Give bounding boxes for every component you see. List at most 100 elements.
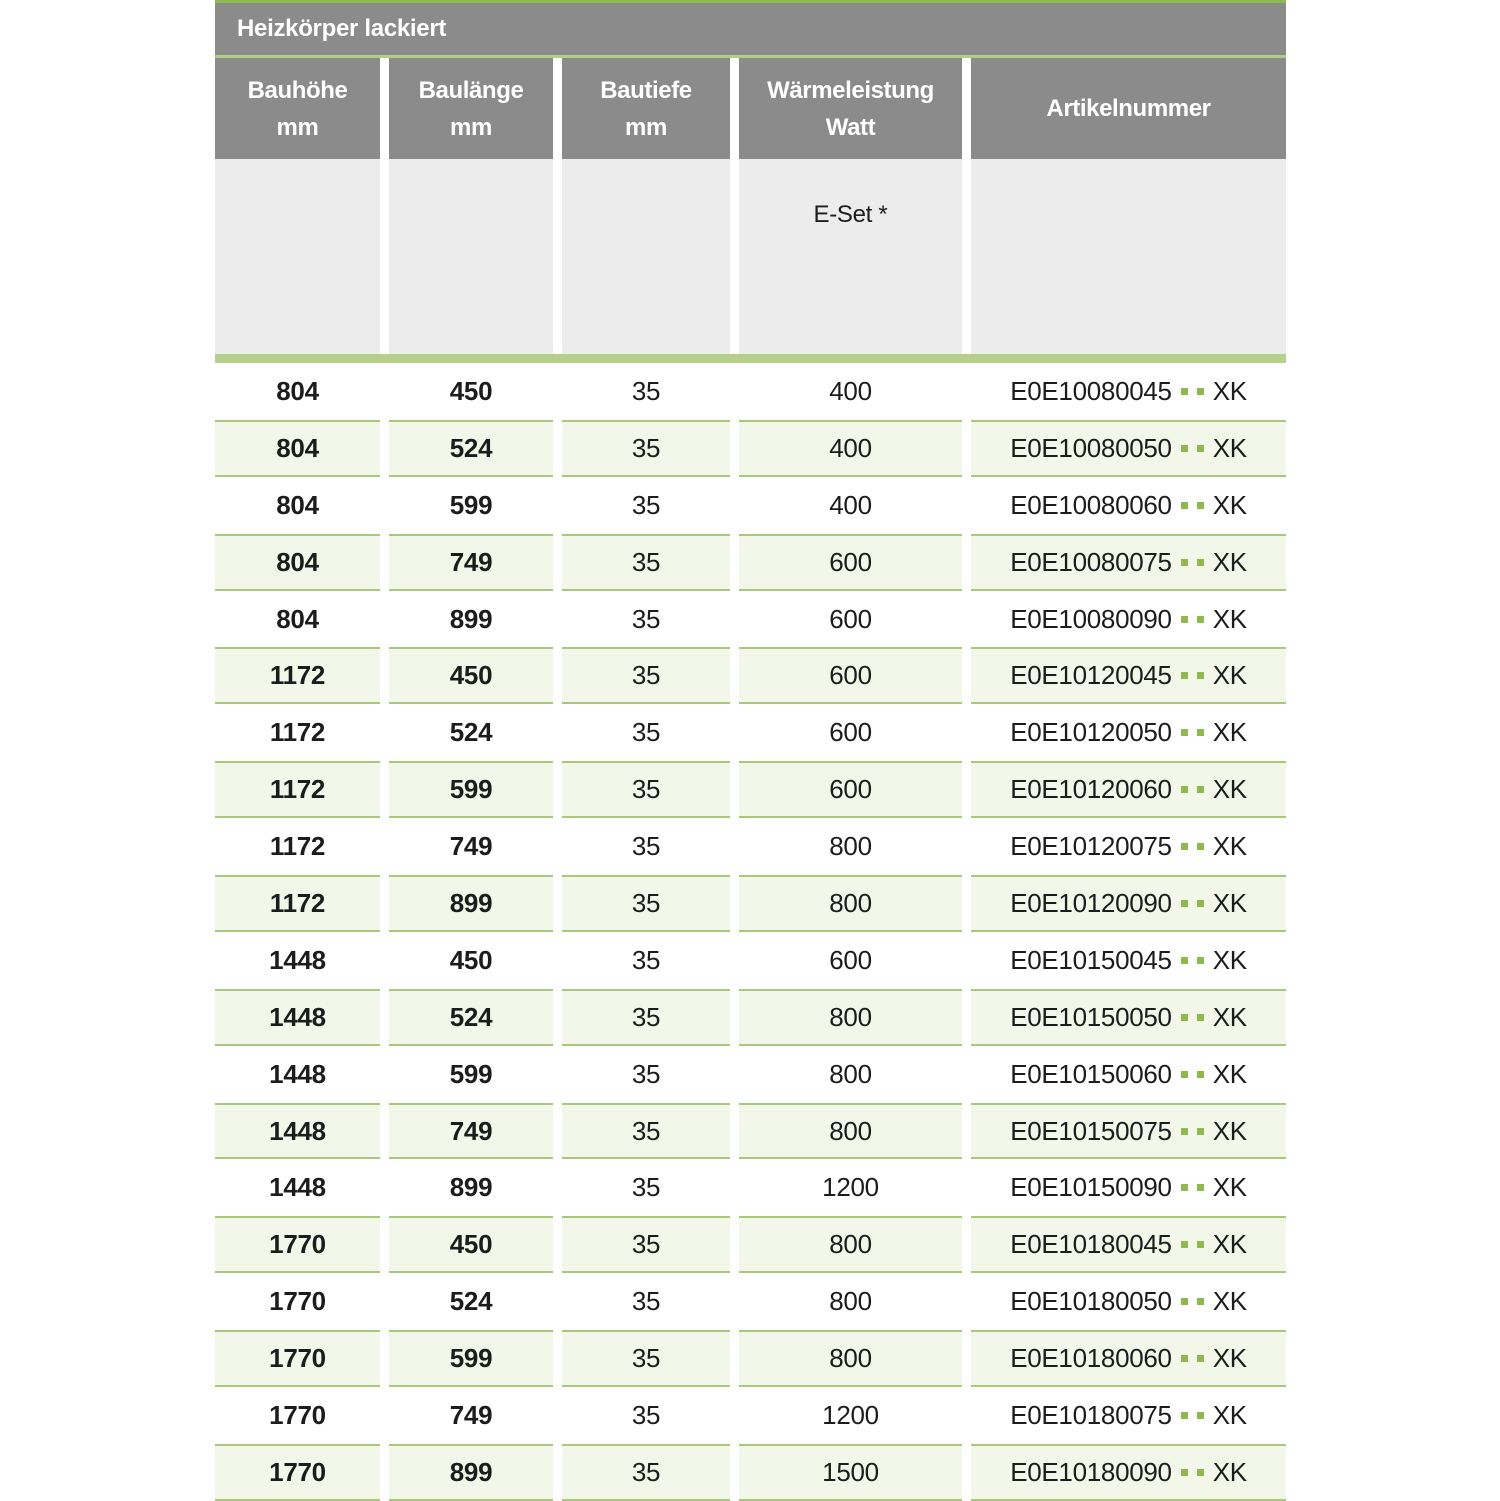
artikelnummer-prefix: E0E10120060 bbox=[1010, 774, 1172, 805]
column-header-label: Artikelnummer bbox=[1046, 95, 1211, 122]
artikelnummer-suffix: XK bbox=[1212, 1343, 1247, 1374]
cell-baulaenge: 450 bbox=[389, 647, 553, 705]
cell-artikelnummer: E0E10120060 XK bbox=[971, 761, 1286, 819]
cell-artikelnummer: E0E10120045 XK bbox=[971, 647, 1286, 705]
subheader-cell-baulaenge bbox=[389, 159, 553, 354]
cell-artikelnummer: E0E10150045 XK bbox=[971, 932, 1286, 989]
artikelnummer-suffix: XK bbox=[1212, 1115, 1247, 1146]
cell-artikelnummer: E0E10120090 XK bbox=[971, 875, 1286, 932]
placeholder-dot-icon bbox=[1196, 1127, 1204, 1135]
artikelnummer-suffix: XK bbox=[1212, 717, 1247, 748]
placeholder-dot-icon bbox=[1196, 501, 1204, 509]
column-header-unit: Watt bbox=[825, 113, 876, 141]
placeholder-dot-icon bbox=[1180, 1468, 1188, 1476]
placeholder-dot-icon bbox=[1196, 672, 1204, 680]
table-row: 1770 599 35 800 E0E10180060 XK bbox=[215, 1330, 1286, 1388]
cell-bauhoehe: 1448 bbox=[269, 944, 326, 975]
artikelnummer-suffix: XK bbox=[1212, 1456, 1247, 1487]
table-top-accent-line bbox=[215, 0, 1286, 3]
placeholder-dot-icon bbox=[1196, 729, 1204, 737]
cell-bauhoehe: 1770 bbox=[215, 1216, 380, 1274]
table-row: 1448 599 35 800 E0E10150060 XK bbox=[215, 1046, 1286, 1103]
artikelnummer-suffix: XK bbox=[1212, 774, 1247, 805]
placeholder-dot-icon bbox=[1196, 1355, 1204, 1363]
column-header-baulaenge: Baulänge mm bbox=[389, 58, 553, 159]
cell-bautiefe: 35 bbox=[562, 647, 730, 705]
cell-watt: 800 bbox=[739, 1330, 962, 1388]
cell-bautiefe: 35 bbox=[562, 1443, 730, 1501]
artikelnummer-prefix: E0E10150045 bbox=[1010, 944, 1172, 975]
placeholder-dot-icon bbox=[1180, 387, 1188, 395]
table-row: 804 899 35 600 E0E10080090 XK bbox=[215, 591, 1286, 648]
cell-watt: 800 bbox=[829, 831, 872, 862]
cell-bauhoehe: 1172 bbox=[269, 717, 326, 748]
placeholder-dot-icon bbox=[1196, 444, 1204, 452]
cell-bauhoehe: 804 bbox=[215, 533, 380, 591]
artikelnummer-suffix: XK bbox=[1212, 887, 1247, 918]
table-row: 804 599 35 400 E0E10080060 XK bbox=[215, 477, 1286, 534]
table-row: 1448 899 35 1200 E0E10150090 XK bbox=[215, 1159, 1286, 1216]
placeholder-dot-icon bbox=[1196, 1184, 1204, 1192]
cell-baulaenge: 899 bbox=[389, 875, 553, 932]
table-row: 1448 524 35 800 E0E10150050 XK bbox=[215, 988, 1286, 1046]
cell-artikelnummer: E0E10180075 XK bbox=[971, 1387, 1286, 1444]
subheader-cell-eset: E-Set * bbox=[739, 159, 962, 354]
column-header-bautiefe: Bautiefe mm bbox=[562, 58, 730, 159]
header-body-separator-line bbox=[215, 354, 1286, 363]
cell-artikelnummer: E0E10180050 XK bbox=[971, 1273, 1286, 1330]
artikelnummer-prefix: E0E10080050 bbox=[1010, 432, 1172, 463]
cell-bauhoehe: 804 bbox=[276, 489, 319, 520]
subheader-cell-artikelnummer bbox=[971, 159, 1286, 354]
subheader-row: E-Set * bbox=[215, 159, 1286, 354]
placeholder-dot-icon bbox=[1196, 843, 1204, 851]
cell-baulaenge: 899 bbox=[449, 603, 493, 634]
cell-watt: 800 bbox=[829, 1058, 872, 1089]
artikelnummer-suffix: XK bbox=[1212, 1172, 1247, 1203]
subheader-cell-bauhoehe bbox=[215, 159, 380, 354]
cell-bauhoehe: 1172 bbox=[215, 647, 380, 705]
placeholder-dot-icon bbox=[1180, 672, 1188, 680]
title-separator-line bbox=[215, 55, 1286, 58]
cell-baulaenge: 599 bbox=[449, 1058, 493, 1089]
cell-artikelnummer: E0E10080075 XK bbox=[971, 533, 1286, 591]
column-header-unit: mm bbox=[625, 113, 667, 141]
column-header-unit: mm bbox=[450, 113, 492, 141]
table-title: Heizkörper lackiert bbox=[215, 3, 1286, 55]
artikelnummer-suffix: XK bbox=[1212, 546, 1247, 577]
artikelnummer-prefix: E0E10120075 bbox=[1010, 831, 1172, 862]
artikelnummer-suffix: XK bbox=[1212, 1058, 1247, 1089]
cell-bauhoehe: 1770 bbox=[269, 1399, 326, 1430]
artikelnummer-prefix: E0E10180075 bbox=[1010, 1399, 1172, 1430]
cell-bautiefe: 35 bbox=[562, 761, 730, 819]
cell-watt: 800 bbox=[829, 1286, 872, 1317]
artikelnummer-suffix: XK bbox=[1212, 831, 1247, 862]
cell-watt: 800 bbox=[739, 875, 962, 932]
cell-baulaenge: 450 bbox=[449, 944, 493, 975]
table-row: 804 524 35 400 E0E10080050 XK bbox=[215, 419, 1286, 477]
cell-baulaenge: 899 bbox=[389, 1443, 553, 1501]
placeholder-dot-icon bbox=[1180, 1127, 1188, 1135]
cell-baulaenge: 599 bbox=[389, 1330, 553, 1388]
placeholder-dot-icon bbox=[1196, 1411, 1204, 1419]
artikelnummer-suffix: XK bbox=[1212, 603, 1247, 634]
placeholder-dot-icon bbox=[1180, 786, 1188, 794]
placeholder-dot-icon bbox=[1196, 558, 1204, 566]
cell-watt: 600 bbox=[829, 717, 872, 748]
cell-baulaenge: 899 bbox=[449, 1172, 493, 1203]
table-row: 1448 749 35 800 E0E10150075 XK bbox=[215, 1102, 1286, 1160]
table-row: 1448 450 35 600 E0E10150045 XK bbox=[215, 932, 1286, 989]
column-header-label: Bauhöhe bbox=[247, 76, 348, 104]
cell-bautiefe: 35 bbox=[631, 717, 661, 748]
cell-artikelnummer: E0E10180060 XK bbox=[971, 1330, 1286, 1388]
cell-watt: 1200 bbox=[822, 1172, 879, 1203]
cell-artikelnummer: E0E10080050 XK bbox=[971, 419, 1286, 477]
placeholder-dot-icon bbox=[1180, 501, 1188, 509]
artikelnummer-suffix: XK bbox=[1212, 375, 1247, 406]
placeholder-dot-icon bbox=[1180, 956, 1188, 964]
cell-artikelnummer: E0E10180090 XK bbox=[971, 1443, 1286, 1501]
cell-watt: 1200 bbox=[822, 1399, 879, 1430]
column-header-label: Bautiefe bbox=[600, 76, 692, 104]
table-row: 1172 749 35 800 E0E10120075 XK bbox=[215, 818, 1286, 875]
cell-artikelnummer: E0E10120050 XK bbox=[971, 704, 1286, 761]
cell-bauhoehe: 804 bbox=[215, 419, 380, 477]
